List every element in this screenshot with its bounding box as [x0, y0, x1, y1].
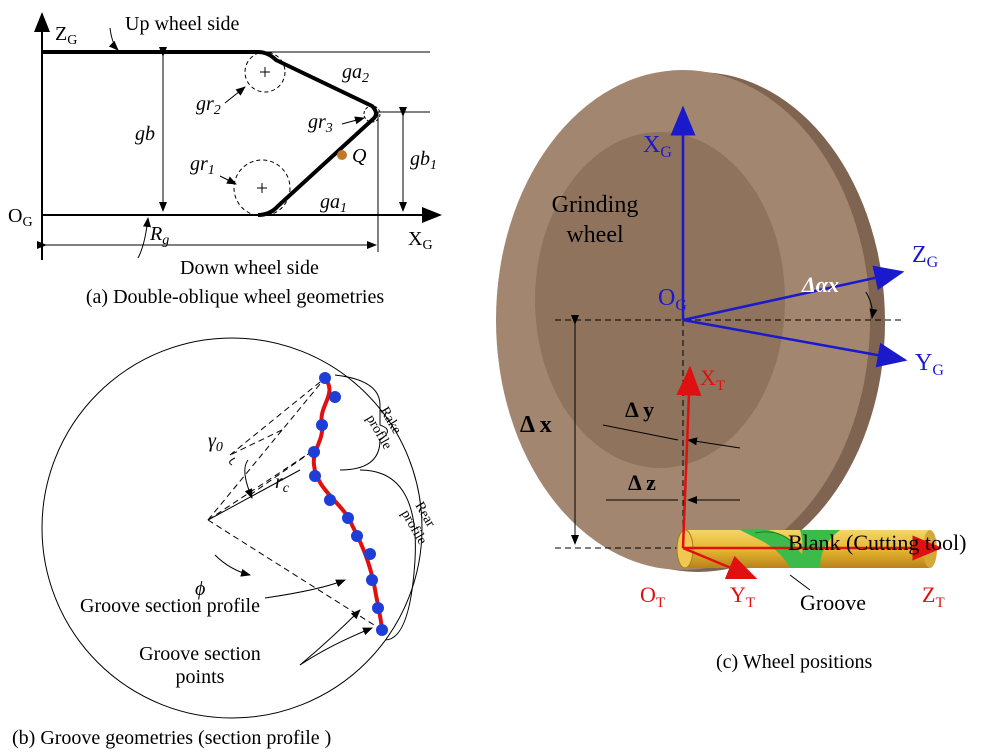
- label-part: Y: [730, 582, 746, 607]
- label: Δ y: [625, 397, 654, 422]
- label-part: R: [149, 223, 162, 245]
- label-part: X: [408, 228, 423, 250]
- caption: (b) Groove geometries (section profile ): [12, 727, 331, 749]
- label-part: Y: [915, 350, 932, 376]
- label: Rearprofile: [398, 500, 444, 548]
- label: gr1: [190, 153, 215, 178]
- label: ZG: [55, 23, 77, 48]
- label: OG: [8, 205, 33, 230]
- label-part: ga: [342, 61, 362, 83]
- label-part: G: [22, 215, 32, 230]
- label-part: O: [8, 205, 22, 227]
- panel-a-labels: ZG Up wheel side gb gr2 ga2 gr3 gb1 gr1 …: [8, 13, 437, 308]
- label-part: c: [283, 481, 290, 496]
- label-part: gr: [308, 111, 326, 133]
- panel-c: [496, 70, 940, 590]
- label: rc: [275, 471, 290, 496]
- label-part: O: [658, 285, 675, 311]
- label-part: gr: [196, 93, 214, 115]
- label: gr2: [196, 93, 221, 118]
- label: YG: [915, 350, 944, 379]
- panel-a: [42, 14, 440, 260]
- label-part: G: [660, 144, 672, 161]
- label: Q: [352, 145, 367, 167]
- label-part: 1: [208, 163, 215, 178]
- label: ga2: [342, 61, 369, 86]
- label: Rakeprofile: [363, 405, 409, 453]
- label-part: X: [643, 132, 660, 158]
- label-part: G: [422, 238, 432, 253]
- label: gb1: [410, 148, 437, 173]
- caption: (c) Wheel positions: [716, 651, 872, 673]
- label-part: Grinding: [552, 192, 639, 218]
- label-part: T: [656, 595, 665, 611]
- label-part: g: [162, 233, 169, 248]
- label: Groove: [800, 590, 866, 615]
- label: gb: [135, 123, 155, 145]
- label-part: G: [932, 362, 944, 379]
- label-part: wheel: [566, 222, 624, 248]
- figure: ZG Up wheel side gb gr2 ga2 gr3 gb1 gr1 …: [0, 0, 998, 755]
- label: Down wheel side: [180, 257, 319, 279]
- label: γ0: [208, 430, 223, 455]
- label-part: G: [927, 254, 939, 271]
- label: ga1: [320, 191, 347, 216]
- label: XG: [408, 228, 433, 253]
- label: Blank (Cutting tool): [788, 530, 966, 555]
- label-part: X: [700, 365, 716, 390]
- label: YT: [730, 582, 755, 611]
- label-part: ga: [320, 191, 340, 213]
- label: gr3: [308, 111, 333, 136]
- label: Δ z: [628, 470, 656, 495]
- label: ZT: [922, 582, 945, 611]
- label-part: Groove section profile: [80, 595, 260, 617]
- label-part: gr: [190, 153, 208, 175]
- label-part: T: [935, 595, 944, 611]
- label-part: 2: [362, 71, 369, 86]
- panel-b-labels: γ0 rc ϕ Rakeprofile Rearprofile Groove s…: [12, 405, 443, 750]
- label-part: 3: [325, 121, 333, 136]
- label-part: G: [675, 297, 687, 314]
- label: Rg: [149, 223, 169, 248]
- label-part: T: [716, 378, 725, 394]
- label-part: r: [275, 471, 283, 493]
- caption: (a) Double-oblique wheel geometries: [86, 286, 384, 308]
- label-part: 1: [340, 201, 347, 216]
- label-part: T: [746, 595, 755, 611]
- label: Groove section profile: [80, 595, 260, 617]
- label-part: O: [640, 582, 656, 607]
- label-part: Z: [55, 23, 67, 45]
- label: Δαx: [801, 272, 839, 297]
- label: ZG: [912, 242, 939, 271]
- label-part: 0: [216, 440, 223, 455]
- label-part: 1: [430, 158, 437, 173]
- label-part: G: [67, 33, 77, 48]
- label-part: Z: [922, 582, 935, 607]
- label-part: gb: [410, 148, 430, 170]
- label-part: points: [176, 666, 225, 688]
- label-part: Groove section: [139, 643, 261, 665]
- label: Up wheel side: [125, 13, 240, 35]
- label-part: 2: [214, 103, 221, 118]
- label-part: Z: [912, 242, 927, 268]
- label: OT: [640, 582, 665, 611]
- label: Δ x: [520, 412, 552, 438]
